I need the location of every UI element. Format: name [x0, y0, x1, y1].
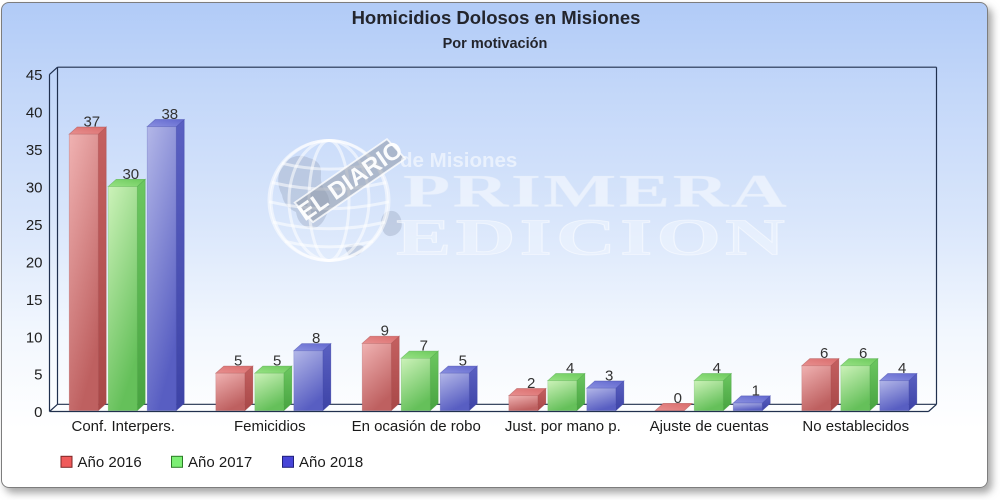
svg-text:45: 45: [26, 67, 43, 84]
svg-text:38: 38: [161, 106, 178, 123]
svg-text:25: 25: [26, 217, 43, 234]
svg-text:7: 7: [420, 338, 428, 355]
svg-text:3: 3: [605, 368, 613, 385]
svg-text:8: 8: [312, 330, 320, 347]
svg-text:6: 6: [859, 345, 867, 362]
svg-text:Año 2016: Año 2016: [78, 454, 142, 471]
svg-text:Ajuste de cuentas: Ajuste de cuentas: [650, 418, 769, 435]
svg-text:6: 6: [820, 345, 828, 362]
svg-text:40: 40: [26, 105, 43, 122]
svg-text:5: 5: [459, 353, 467, 370]
svg-text:Año 2018: Año 2018: [299, 454, 363, 471]
svg-text:20: 20: [26, 254, 43, 271]
svg-text:9: 9: [381, 323, 389, 340]
svg-text:EDICION: EDICION: [396, 209, 789, 267]
svg-text:2: 2: [527, 375, 535, 392]
svg-text:10: 10: [26, 329, 43, 346]
svg-text:4: 4: [713, 360, 721, 377]
svg-text:Just. por mano p.: Just. por mano p.: [505, 418, 621, 435]
svg-text:Conf. Interpers.: Conf. Interpers.: [72, 418, 175, 435]
svg-text:5: 5: [273, 353, 281, 370]
svg-text:0: 0: [674, 390, 682, 407]
svg-text:30: 30: [26, 180, 43, 197]
svg-text:Homicidios Dolosos en Misiones: Homicidios Dolosos en Misiones: [352, 7, 641, 28]
svg-text:PRIMERA: PRIMERA: [403, 165, 789, 217]
svg-text:5: 5: [34, 367, 42, 384]
svg-text:Por motivación: Por motivación: [443, 36, 548, 52]
svg-text:No establecidos: No establecidos: [802, 418, 909, 435]
svg-text:0: 0: [34, 404, 42, 421]
svg-text:de Misiones: de Misiones: [400, 149, 517, 172]
svg-text:35: 35: [26, 142, 43, 159]
svg-text:15: 15: [26, 292, 43, 309]
svg-text:Año 2017: Año 2017: [188, 454, 252, 471]
svg-text:1: 1: [752, 382, 760, 399]
svg-text:4: 4: [898, 360, 906, 377]
svg-text:37: 37: [83, 114, 100, 131]
svg-text:En ocasión de robo: En ocasión de robo: [352, 418, 481, 435]
svg-text:30: 30: [122, 166, 139, 183]
svg-text:Femicidios: Femicidios: [234, 418, 306, 435]
svg-text:5: 5: [234, 353, 242, 370]
svg-text:4: 4: [566, 360, 574, 377]
